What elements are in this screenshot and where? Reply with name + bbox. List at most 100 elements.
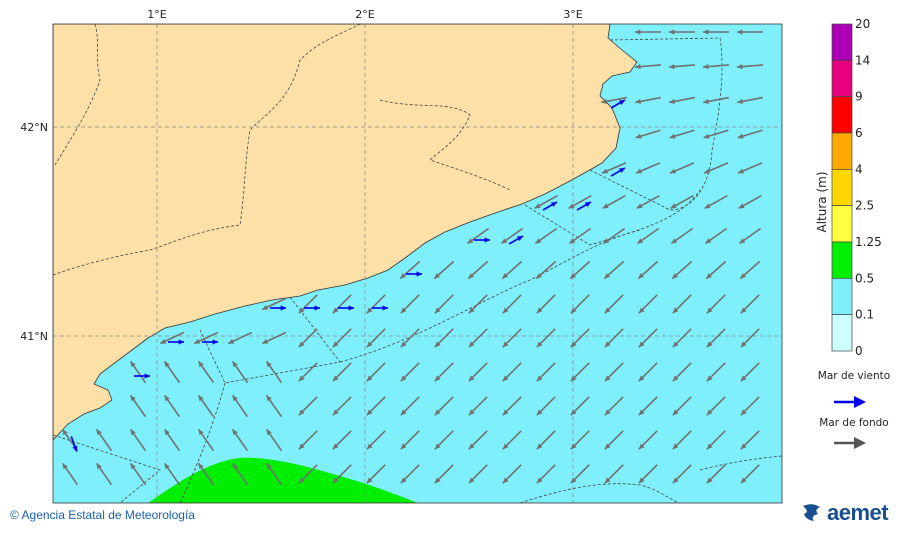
swell-arrow [129,428,147,452]
swell-arrow [638,328,658,348]
swell-arrow [635,162,661,174]
legend-color-band [831,168,853,207]
swell-arrow [468,430,488,450]
wind-sea-arrow [338,305,354,311]
swell-arrow [502,396,522,416]
swell-arrow [638,464,658,484]
lat-label: 41°N [20,330,48,343]
swell-arrow [601,162,627,174]
legend-tick: 6 [855,126,863,140]
swell-arrow [535,260,557,280]
swell-arrow [434,362,454,382]
swell-arrow [434,464,454,484]
swell-arrow [366,396,386,416]
legend-color-band [831,23,853,61]
swell-arrow [740,362,760,382]
legend-tick: 4 [855,162,863,176]
swell-arrow [706,328,726,348]
swell-arrow [399,260,421,280]
swell-arrow [604,430,624,450]
swell-arrow [534,194,558,210]
legend-tick: 9 [855,90,863,104]
swell-arrow [95,428,113,452]
swell-arrow [604,464,624,484]
swell-arrow [400,294,420,314]
swell-arrow [231,360,249,384]
wind-sea-arrow [610,167,626,177]
swell-arrow [706,464,726,484]
swell-arrow [536,430,556,450]
swell-arrow [298,328,318,348]
swell-arrow [400,362,420,382]
swell-arrow [672,464,692,484]
swell-arrow [468,464,488,484]
swell-arrow [502,328,522,348]
swell-arrow [601,96,627,104]
swell-arrow [265,462,283,486]
swell-arrow [672,362,692,382]
swell-arrow [570,294,590,314]
swell-arrow [737,129,763,139]
swell-arrow [298,430,318,450]
swell-arrow [569,260,591,280]
swell-arrow [265,394,283,418]
swell-arrow [434,430,454,450]
swell-arrow [400,430,420,450]
swell-arrow [163,360,181,384]
lat-label: 42°N [20,121,48,134]
swell-arrow [736,64,764,70]
swell-arrow [366,328,386,348]
swell-arrow [193,331,219,345]
swell-arrow [638,362,658,382]
swell-arrow [670,227,694,245]
swell-arrow [536,294,556,314]
swell-arrow [603,260,625,280]
legend-color-band [831,96,853,134]
legend-tick: 2.5 [855,199,874,213]
swell-arrow [638,294,658,314]
swell-arrow [634,64,662,70]
swell-arrow [604,328,624,348]
swell-arrow [231,394,249,418]
swell-arrow [366,430,386,450]
swell-label: Mar de fondo [819,417,888,429]
swell-arrow [227,331,253,345]
swell-arrow [602,194,626,210]
swell-arrow [129,394,147,418]
swell-arrow [400,328,420,348]
swell-arrow [568,194,592,210]
wind-sea-arrow [474,237,490,243]
swell-arrow [502,294,522,314]
wind-sea-arrow [70,436,78,452]
swell-arrow [332,430,352,450]
legend-title: Altura (m) [815,171,829,232]
wind-sea-arrow [610,99,626,109]
swell-arrow [536,362,556,382]
swell-arrow [536,328,556,348]
swell-arrow [740,294,760,314]
wind-sea-arrow [576,201,592,211]
swell-arrow [163,428,181,452]
green-wave-zone [148,457,418,503]
swell-arrow [298,294,318,314]
swell-arrow [468,396,488,416]
swell-arrow [738,194,762,210]
swell-arrow [400,396,420,416]
swell-arrow [298,396,318,416]
wind-sea-arrow [406,271,422,277]
swell-arrow [669,129,695,139]
swell-arrow [669,29,695,35]
wind-sea-arrow [168,339,184,345]
swell-arrow [95,462,113,486]
swell-arrow [706,396,726,416]
swell-arrow [261,297,287,311]
swell-arrow [602,227,626,245]
swell-arrow [536,464,556,484]
swell-arrow [467,260,489,280]
swell-arrow [332,396,352,416]
swell-arrow [672,396,692,416]
aemet-logo-icon [803,504,820,521]
swell-arrow [570,396,590,416]
swell-arrow [703,29,729,35]
